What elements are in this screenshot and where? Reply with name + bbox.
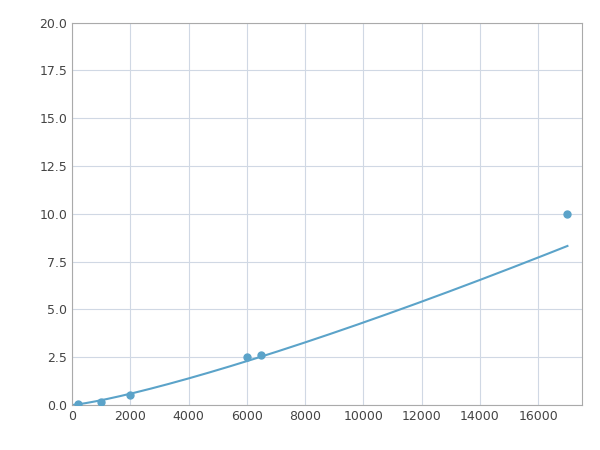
Point	[257, 352, 266, 359]
Point	[73, 400, 83, 408]
Point	[125, 392, 135, 399]
Point	[97, 399, 106, 406]
Point	[242, 354, 251, 361]
Point	[563, 210, 572, 217]
